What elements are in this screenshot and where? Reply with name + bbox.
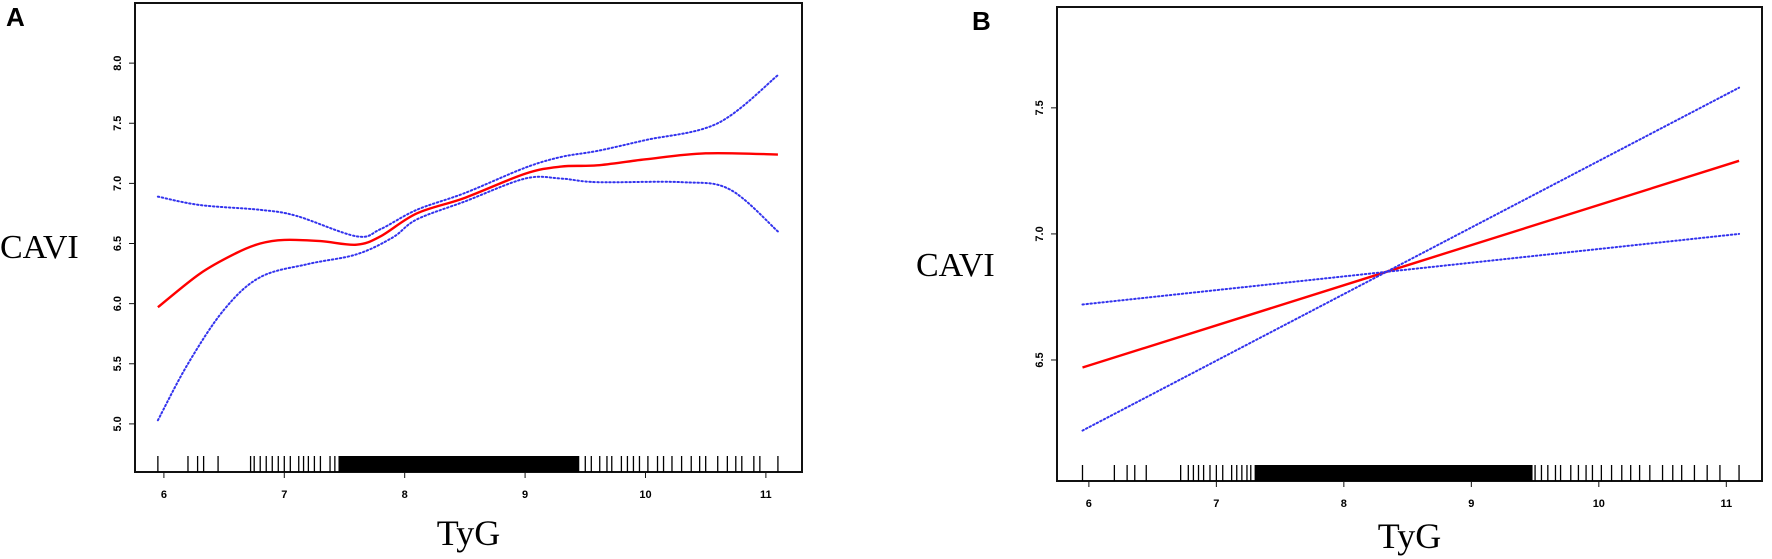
y-tick-label: 7.0: [112, 176, 124, 191]
x-tick-label: 9: [1468, 498, 1474, 510]
y-tick-label: 6.0: [112, 296, 124, 311]
panel-b-chart: 6.5 7.0 7.5 6 7 8 9 10 11 CAVI TyG: [916, 6, 1763, 556]
y-tick-label: 6.5: [1034, 352, 1046, 367]
panel-label-b: B: [972, 6, 991, 36]
y-axis-label: CAVI: [0, 229, 79, 266]
x-tick-label: 10: [1593, 498, 1605, 510]
lower-ci-line: [156, 175, 779, 422]
upper-ci-line: [156, 74, 779, 238]
y-tick-label: 7.0: [1034, 226, 1046, 241]
x-tick-label: 7: [1213, 498, 1219, 510]
x-tick-label: 7: [281, 489, 287, 501]
plot-frame: [134, 2, 803, 473]
panel-label-a: A: [6, 2, 25, 32]
x-tick-label: 8: [402, 489, 408, 501]
x-tick-label: 9: [522, 489, 528, 501]
y-tick-label: 6.5: [112, 236, 124, 251]
lower-ci-line: [1081, 232, 1741, 306]
rug-dense-band: [1254, 465, 1533, 481]
y-tick-label: 7.5: [1034, 100, 1046, 115]
x-axis-label: TyG: [437, 513, 500, 553]
y-tick-label: 5.5: [112, 356, 124, 371]
x-tick-label: 8: [1341, 498, 1347, 510]
upper-ci-line: [1081, 86, 1741, 432]
y-tick-label: 8.0: [112, 55, 124, 70]
y-axis-label: CAVI: [916, 247, 995, 284]
rug-dense-band: [338, 456, 580, 472]
panel-a-chart: 5.0 5.5 6.0 6.5 7.0 7.5 8.0 6 7 8 9 10 11 CAVI TyG: [0, 2, 803, 553]
fit-line: [157, 151, 778, 309]
fit-line: [1082, 159, 1740, 369]
x-axis-label: TyG: [1378, 516, 1441, 556]
x-tick-label: 6: [1086, 498, 1092, 510]
x-tick-label: 11: [1720, 498, 1732, 510]
y-tick-label: 7.5: [112, 116, 124, 131]
y-tick-label: 5.0: [112, 416, 124, 431]
x-tick-label: 11: [760, 489, 772, 501]
x-tick-label: 10: [639, 489, 651, 501]
x-tick-label: 6: [161, 489, 167, 501]
plot-frame: [1056, 6, 1763, 482]
